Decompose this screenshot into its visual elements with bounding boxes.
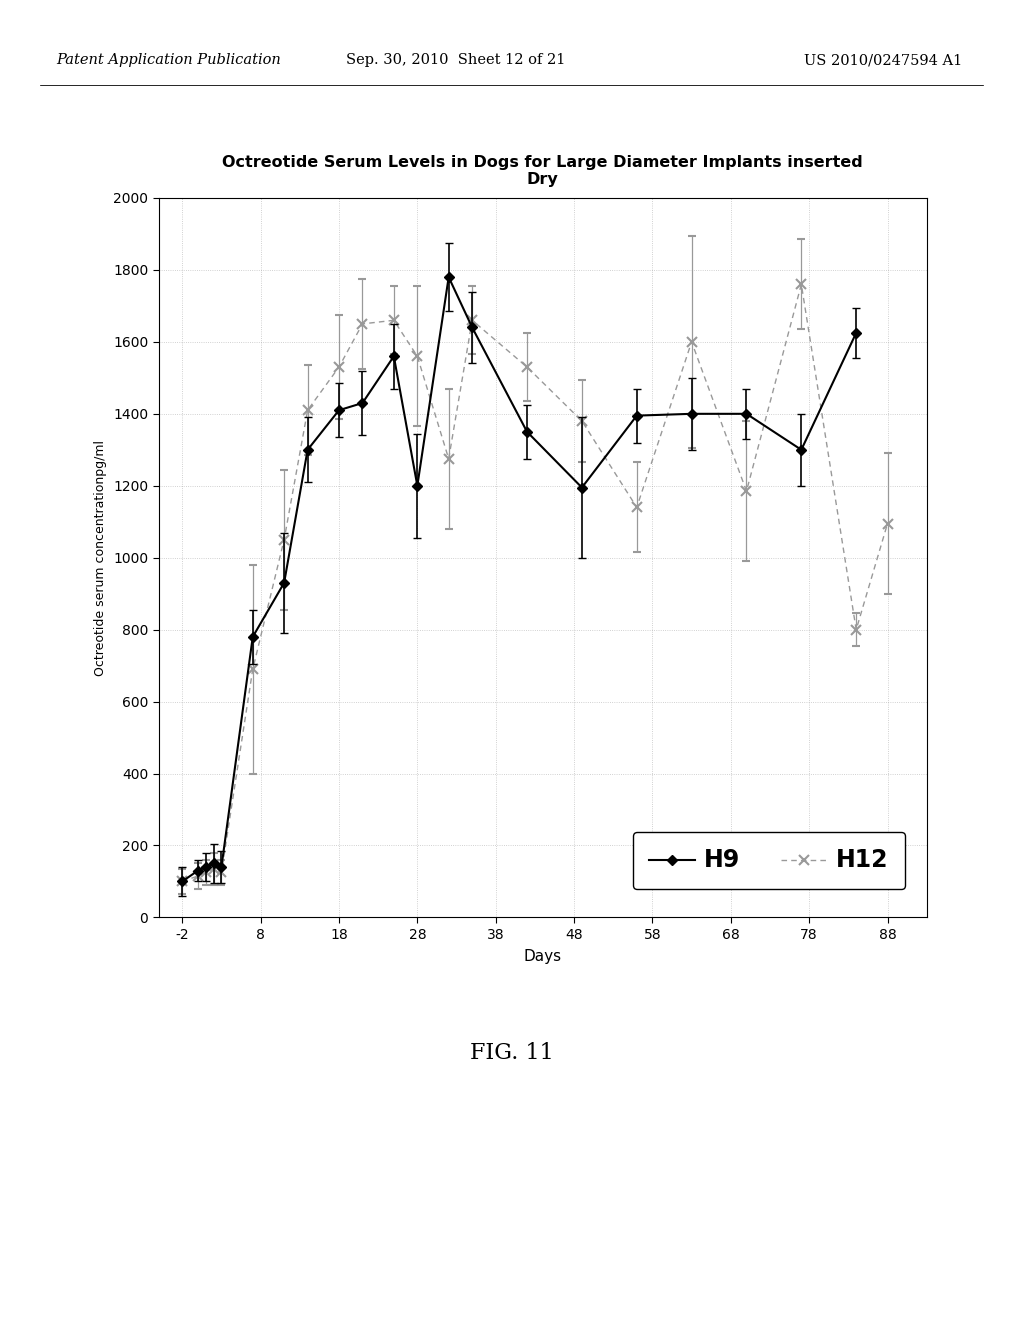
Title: Octreotide Serum Levels in Dogs for Large Diameter Implants inserted
Dry: Octreotide Serum Levels in Dogs for Larg… [222, 154, 863, 187]
Text: FIG. 11: FIG. 11 [470, 1043, 554, 1064]
X-axis label: Days: Days [523, 949, 562, 964]
Text: Sep. 30, 2010  Sheet 12 of 21: Sep. 30, 2010 Sheet 12 of 21 [346, 53, 565, 67]
Text: Patent Application Publication: Patent Application Publication [56, 53, 281, 67]
Y-axis label: Octreotide serum concentrationpg/ml: Octreotide serum concentrationpg/ml [94, 440, 108, 676]
Legend: H9, H12: H9, H12 [633, 832, 905, 888]
Text: US 2010/0247594 A1: US 2010/0247594 A1 [804, 53, 963, 67]
